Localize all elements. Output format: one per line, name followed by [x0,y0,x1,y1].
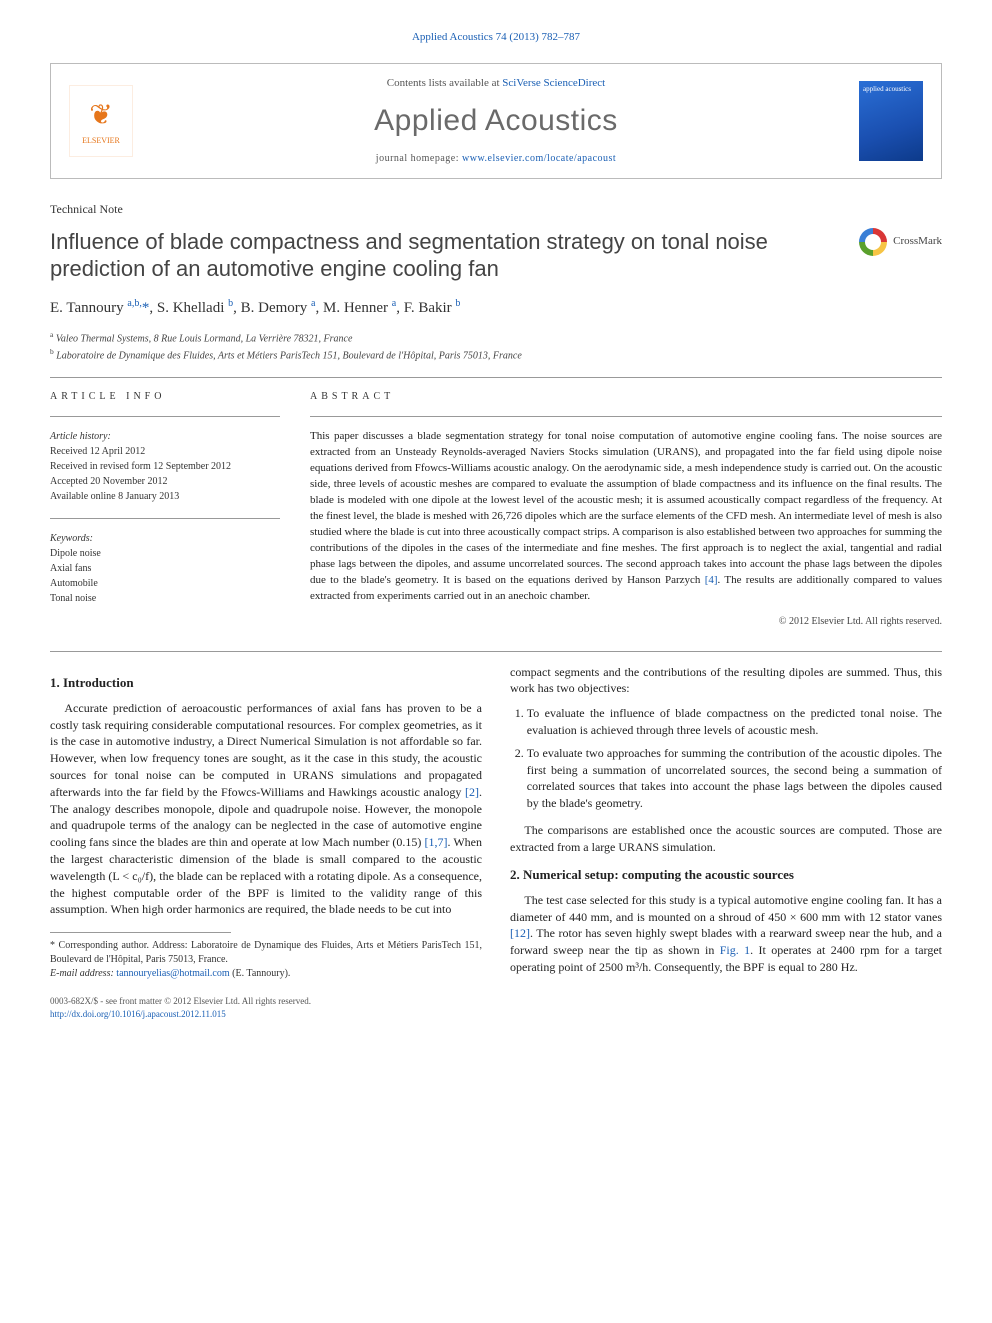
keyword-1: Dipole noise [50,546,280,561]
abstract-column: ABSTRACT This paper discusses a blade se… [310,390,942,628]
crossmark-label: CrossMark [893,234,942,249]
ref-2[interactable]: [2] [465,785,479,799]
contents-link[interactable]: SciVerse ScienceDirect [502,77,605,89]
affiliations: a Valeo Thermal Systems, 8 Rue Louis Lor… [50,329,942,364]
author-email-link[interactable]: tannouryelias@hotmail.com [116,968,229,979]
affiliation-b: b Laboratoire de Dynamique des Fluides, … [50,346,942,363]
homepage-prefix: journal homepage: [376,153,462,164]
journal-header-box: ❦ ELSEVIER Contents lists available at S… [50,63,942,178]
history-online: Available online 8 January 2013 [50,489,280,504]
crossmark-icon [859,228,887,256]
num-p1a: The test case selected for this study is… [510,893,942,924]
header-center: Contents lists available at SciVerse Sci… [151,76,841,165]
email-line: E-mail address: tannouryelias@hotmail.co… [50,967,482,981]
abstract-ref-4[interactable]: [4] [705,574,718,586]
abstract-copyright: © 2012 Elsevier Ltd. All rights reserved… [310,615,942,629]
intro-paragraph-1: Accurate prediction of aeroacoustic perf… [50,700,482,918]
body-two-column: 1. Introduction Accurate prediction of a… [50,664,942,1021]
ref-1-7[interactable]: [1,7] [425,835,448,849]
affiliation-a-text: Valeo Thermal Systems, 8 Rue Louis Lorma… [56,333,353,344]
footnote-block: * Corresponding author. Address: Laborat… [50,932,482,1020]
page-footer: 0003-682X/$ - see front matter © 2012 El… [50,995,482,1020]
authors-line: E. Tannoury a,b,*, S. Khelladi b, B. Dem… [50,297,942,319]
contents-prefix: Contents lists available at [387,77,502,89]
article-type: Technical Note [50,201,942,218]
header-citation: Applied Acoustics 74 (2013) 782–787 [50,30,942,45]
separator-bottom [50,651,942,652]
history-label: Article history: [50,429,280,444]
ref-12[interactable]: [12] [510,926,530,940]
article-title: Influence of blade compactness and segme… [50,228,839,283]
email-label: E-mail address: [50,968,116,979]
homepage-link[interactable]: www.elsevier.com/locate/apacoust [462,153,616,164]
keywords-block: Keywords: Dipole noise Axial fans Automo… [50,531,280,606]
contents-line: Contents lists available at SciVerse Sci… [151,76,841,91]
front-matter-line: 0003-682X/$ - see front matter © 2012 El… [50,995,482,1008]
objective-1: To evaluate the influence of blade compa… [527,705,942,739]
keywords-label: Keywords: [50,531,280,546]
abstract-text: This paper discusses a blade segmentatio… [310,429,942,604]
homepage-line: journal homepage: www.elsevier.com/locat… [151,152,841,166]
keyword-4: Tonal noise [50,591,280,606]
intro-p1a: Accurate prediction of aeroacoustic perf… [50,701,482,799]
footnote-separator [50,932,231,933]
section-2-heading: 2. Numerical setup: computing the acoust… [510,866,942,884]
section-1-heading: 1. Introduction [50,674,482,692]
doi-link[interactable]: http://dx.doi.org/10.1016/j.apacoust.201… [50,1009,226,1019]
history-received: Received 12 April 2012 [50,444,280,459]
article-history: Article history: Received 12 April 2012 … [50,429,280,504]
comparisons-paragraph: The comparisons are established once the… [510,822,942,856]
abstract-body: This paper discusses a blade segmentatio… [310,430,942,585]
objectives-list: To evaluate the influence of blade compa… [527,705,942,812]
abs-sep [310,416,942,417]
elsevier-label: ELSEVIER [82,135,120,146]
abstract-heading: ABSTRACT [310,390,942,404]
fig-1-link[interactable]: Fig. 1 [720,943,750,957]
corresponding-author: * Corresponding author. Address: Laborat… [50,939,482,967]
objective-2: To evaluate two approaches for summing t… [527,745,942,812]
keyword-3: Automobile [50,576,280,591]
journal-name: Applied Acoustics [151,100,841,142]
email-who: (E. Tannoury). [230,968,291,979]
info-sep-1 [50,416,280,417]
cover-label: applied acoustics [863,85,919,95]
info-sep-2 [50,518,280,519]
crossmark-badge[interactable]: CrossMark [859,228,942,256]
affiliation-b-text: Laboratoire de Dynamique des Fluides, Ar… [56,350,522,361]
article-info-column: ARTICLE INFO Article history: Received 1… [50,390,280,628]
journal-cover-thumb: applied acoustics [859,81,923,161]
numerical-paragraph-1: The test case selected for this study is… [510,892,942,976]
keyword-2: Axial fans [50,561,280,576]
article-info-heading: ARTICLE INFO [50,390,280,404]
elsevier-logo: ❦ ELSEVIER [69,85,133,157]
col2-continuation: compact segments and the contributions o… [510,664,942,698]
history-revised: Received in revised form 12 September 20… [50,459,280,474]
affiliation-a: a Valeo Thermal Systems, 8 Rue Louis Lor… [50,329,942,346]
elsevier-tree-icon: ❦ [89,96,112,135]
separator-top [50,377,942,378]
citation-link[interactable]: Applied Acoustics 74 (2013) 782–787 [412,31,580,43]
history-accepted: Accepted 20 November 2012 [50,474,280,489]
